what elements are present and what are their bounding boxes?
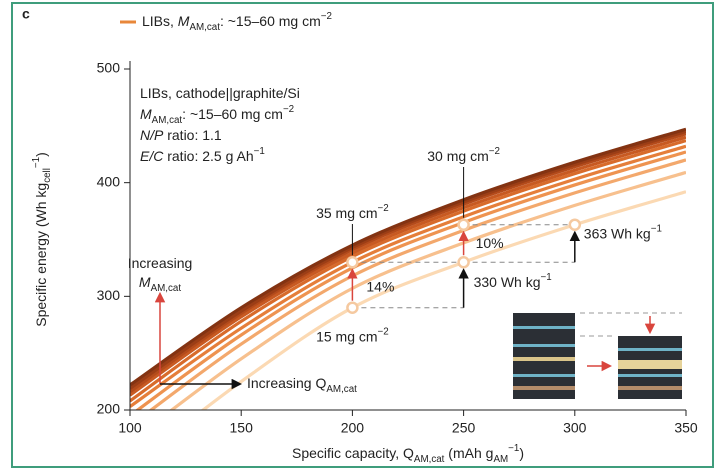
energy-label-part: 330 Wh kg: [474, 274, 541, 290]
point-label-part: 30 mg cm: [427, 148, 488, 164]
note-line-part: AM,cat: [152, 115, 183, 126]
y-axis-label-part: −1: [31, 157, 42, 168]
note-line: LIBs, cathode||graphite/Si: [140, 85, 300, 101]
y-tick-label: 400: [97, 173, 121, 189]
gain-label: 14%: [366, 279, 394, 295]
x-axis-label-part: (mAh g: [444, 445, 493, 461]
y-tick-label: 500: [97, 60, 121, 76]
legend-label-part: LIBs,: [142, 13, 178, 29]
energy-label-part: −1: [541, 272, 552, 283]
note-line-part: ratio: 1.1: [163, 127, 222, 143]
chart: 200 300 400 500 100 150 200 250 300 350 Specific c…: [13, 4, 712, 466]
y-tick-label: 200: [97, 401, 121, 417]
y-axis-label-part: ): [33, 152, 49, 157]
note-line-part: LIBs, cathode||graphite/Si: [140, 85, 300, 101]
x-axis-label: Specific capacity, QAM,cat (mAh gAM−1): [292, 443, 524, 465]
x-axis-label-part: −1: [508, 443, 519, 454]
x-axis-label-part: Specific capacity, Q: [292, 445, 414, 461]
gain-label: 10%: [476, 235, 504, 251]
energy-label-part: 363 Wh kg: [584, 225, 651, 241]
data-point: [570, 220, 580, 230]
legend-label-part: : ~15–60 mg cm: [220, 13, 321, 29]
point-label-part: 35 mg cm: [316, 205, 377, 221]
x-tick-label: 150: [230, 420, 254, 436]
legend-label-part: AM,cat: [189, 22, 220, 33]
note-line-part: : ~15–60 mg cm: [182, 106, 283, 122]
point-label: 30 mg cm−2: [427, 146, 500, 164]
y-axis-label-part: Specific energy (Wh kg: [33, 183, 49, 327]
note-line: E/C ratio: 2.5 g Ah−1: [140, 146, 265, 164]
curves: [130, 129, 686, 466]
note-line: N/P ratio: 1.1: [140, 127, 222, 143]
increasing-label-part: AM,cat: [326, 384, 357, 395]
energy-label: 363 Wh kg−1: [584, 224, 662, 242]
increasing-label-part: Increasing Q: [247, 375, 326, 391]
x-tick-label: 300: [563, 420, 587, 436]
legend-label-part: M: [178, 13, 190, 29]
note-line-part: M: [140, 106, 152, 122]
point-label-part: 15 mg cm: [316, 328, 377, 344]
y-axis-label: Specific energy (Wh kgcell−1): [31, 152, 53, 327]
x-tick-label: 100: [118, 420, 142, 436]
increasing-label-part: M: [139, 274, 151, 290]
energy-label: 330 Wh kg−1: [474, 272, 552, 290]
point-label-part: −2: [378, 203, 389, 214]
panel-label: c: [22, 6, 30, 22]
x-tick-label: 350: [674, 420, 698, 436]
x-axis-label-part: AM,cat: [414, 454, 445, 465]
series-line: [130, 160, 686, 426]
y-axis-label-part: cell: [42, 168, 53, 183]
data-point: [347, 303, 357, 313]
x-axis-label-part: ): [519, 445, 524, 461]
note-line-part: E/C: [140, 148, 164, 164]
increasing-label-part: Increasing: [128, 255, 193, 271]
increasing-label: Increasing QAM,cat: [247, 375, 357, 395]
note-line-part: N/P: [140, 127, 164, 143]
legend-label-part: −2: [321, 11, 332, 22]
data-point: [459, 257, 469, 267]
point-label: 35 mg cm−2: [316, 203, 389, 221]
increasing-label-part: AM,cat: [151, 283, 182, 294]
x-axis-label-part: AM: [493, 454, 508, 465]
x-tick-label: 250: [452, 420, 476, 436]
increasing-label: MAM,cat: [139, 274, 181, 294]
figure-frame: 200 300 400 500 100 150 200 250 300 350 Specific c…: [11, 2, 714, 468]
note-line: MAM,cat: ~15–60 mg cm−2: [140, 104, 294, 126]
data-point: [347, 257, 357, 267]
increasing-label: Increasing: [128, 255, 193, 271]
point-label: 15 mg cm−2: [316, 327, 389, 345]
point-label-part: −2: [378, 327, 389, 338]
point-label-part: −2: [489, 146, 500, 157]
legend-label: LIBs, MAM,cat: ~15–60 mg cm−2: [142, 11, 332, 33]
note-line-part: ratio: 2.5 g Ah: [163, 148, 253, 164]
battery-illustration: [513, 313, 682, 399]
y-tick-label: 300: [97, 287, 121, 303]
note-line-part: −1: [254, 146, 265, 157]
data-point: [459, 220, 469, 230]
note-line-part: −2: [283, 104, 294, 115]
energy-label-part: −1: [651, 224, 662, 235]
x-tick-label: 200: [341, 420, 365, 436]
